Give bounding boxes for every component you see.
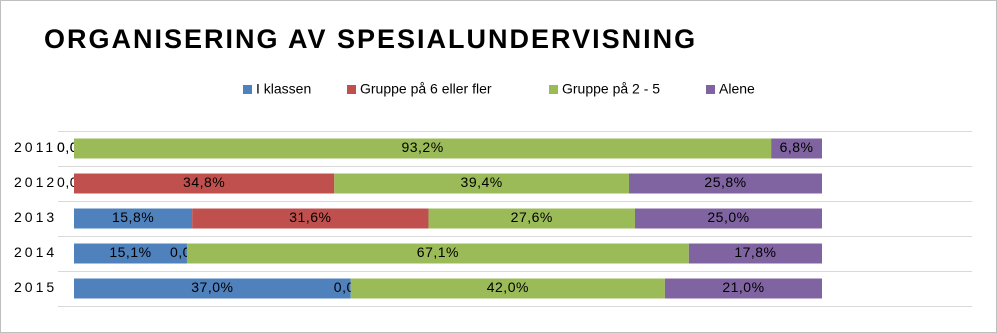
bar-segment [186,243,689,264]
data-label: 15,1% [109,244,151,260]
legend-label: I klassen [256,81,311,97]
data-label: 15,8% [112,209,154,225]
y-tick-label: 2015 [14,279,57,295]
bar-segment [350,278,665,299]
data-label: 25,8% [704,174,746,190]
data-label: 21,0% [722,279,764,295]
data-label: 42,0% [487,279,529,295]
bar-segment [74,138,772,159]
bar-segment [74,278,351,299]
data-label: 17,8% [734,244,776,260]
separators [58,131,972,307]
bar-segment [629,173,822,194]
data-label: 31,6% [289,209,331,225]
bar-segment [334,173,630,194]
bar-segment [771,138,822,159]
data-label: 25,0% [707,209,749,225]
bar-segment [635,208,822,229]
data-label: 37,0% [191,279,233,295]
data-label: 39,4% [461,174,503,190]
y-tick-label: 2012 [14,174,57,190]
legend-label: Gruppe på 2 - 5 [562,81,660,97]
data-label: 93,2% [401,139,443,155]
bar-segment [74,173,335,194]
data-label: 34,8% [183,174,225,190]
data-label: 67,1% [417,244,459,260]
legend-label: Gruppe på 6 eller fler [360,81,492,97]
legend-swatch [347,85,356,94]
bar-segment [428,208,635,229]
bar-segment [74,208,193,229]
legend-swatch [243,85,252,94]
y-tick-label: 2014 [14,244,57,260]
y-tick-label: 2013 [14,209,57,225]
bar-segment [664,278,822,299]
bar-segment [688,243,822,264]
chart-title: ORGANISERING AV SPESIALUNDERVISNING [44,24,697,54]
legend-label: Alene [719,81,755,97]
legend-swatch [549,85,558,94]
bar-segment [192,208,429,229]
y-tick-label: 2011 [14,139,56,155]
data-label: 6,8% [780,139,814,155]
bar-segment [74,243,187,264]
legend-swatch [706,85,715,94]
data-label: 27,6% [511,209,553,225]
